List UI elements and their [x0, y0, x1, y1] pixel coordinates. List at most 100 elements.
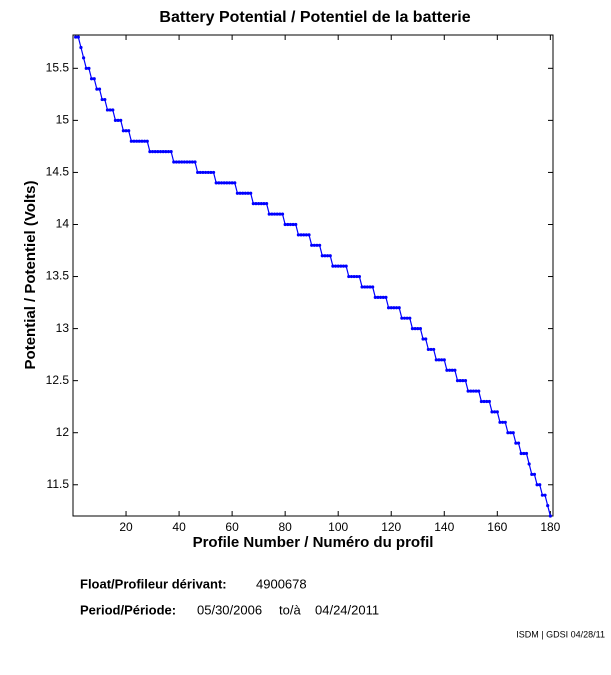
y-tick-label: 14: [56, 217, 70, 231]
data-point: [434, 358, 438, 362]
data-point: [233, 181, 237, 185]
data-point: [153, 150, 157, 154]
data-point: [453, 368, 457, 372]
data-point: [203, 170, 208, 175]
data-point: [262, 202, 266, 206]
data-point: [182, 160, 186, 164]
data-point: [384, 295, 388, 299]
y-tick-label: 11.5: [47, 477, 70, 491]
data-point: [161, 150, 165, 154]
data-point: [283, 222, 287, 227]
data-point: [241, 191, 245, 195]
data-point: [100, 97, 104, 102]
data-point: [450, 368, 454, 372]
data-point: [360, 285, 364, 289]
data-point: [235, 191, 240, 195]
data-point: [485, 399, 489, 404]
data-point: [217, 181, 221, 185]
data-point: [264, 202, 269, 206]
data-point: [413, 326, 417, 331]
data-point: [113, 118, 118, 122]
data-point: [249, 191, 253, 195]
data-point: [466, 389, 470, 393]
data-point: [272, 212, 277, 216]
data-point: [156, 150, 160, 154]
data-point: [522, 451, 526, 456]
data-point: [410, 326, 415, 331]
data-point: [402, 316, 407, 320]
x-tick-label: 100: [328, 520, 348, 534]
data-point: [214, 181, 218, 185]
data-point: [95, 87, 99, 91]
data-point: [87, 66, 91, 70]
data-point: [429, 347, 433, 352]
data-point: [193, 160, 197, 164]
data-point: [312, 243, 316, 247]
y-tick-label: 12.5: [46, 373, 70, 387]
data-point: [225, 181, 229, 185]
data-point: [516, 441, 521, 445]
data-point: [219, 181, 224, 185]
data-point: [201, 170, 205, 175]
data-point: [230, 181, 234, 185]
data-point: [76, 35, 80, 39]
data-point: [238, 191, 242, 195]
data-point: [246, 191, 250, 195]
data-point: [227, 181, 232, 185]
data-point: [174, 160, 179, 164]
data-point: [79, 45, 83, 50]
data-point: [477, 389, 481, 393]
data-point: [336, 264, 340, 268]
data-point: [286, 222, 290, 227]
data-point: [280, 212, 285, 216]
y-tick-label: 13: [56, 321, 70, 335]
data-point: [307, 233, 311, 237]
period-end: 04/24/2011: [315, 602, 379, 617]
plot-frame: [72, 34, 554, 517]
data-point: [389, 306, 393, 310]
data-point: [479, 399, 483, 404]
data-point: [145, 139, 149, 143]
chart-title: Battery Potential / Potentiel de la batt…: [159, 9, 470, 26]
data-point: [400, 316, 404, 320]
y-tick-label: 12: [56, 425, 70, 439]
data-point: [341, 264, 346, 268]
data-point: [506, 431, 510, 435]
data-point: [190, 160, 194, 164]
data-point: [437, 358, 441, 362]
data-point: [442, 358, 446, 362]
data-point: [251, 202, 255, 206]
data-point: [267, 212, 271, 216]
y-tick-label: 13.5: [46, 269, 70, 283]
data-point: [394, 306, 399, 310]
data-point: [347, 274, 351, 279]
data-point: [254, 202, 258, 206]
data-point: [172, 160, 176, 164]
data-point: [294, 222, 298, 227]
data-point: [296, 233, 301, 237]
data-point: [424, 337, 428, 341]
float-label: Float/Profileur dérivant:: [80, 576, 227, 591]
data-point: [519, 451, 523, 456]
data-point: [355, 274, 359, 279]
data-point: [548, 514, 552, 518]
data-point: [222, 181, 226, 185]
data-point: [243, 191, 247, 195]
y-tick-label: 15: [56, 113, 70, 127]
data-point: [463, 379, 468, 383]
data-point: [140, 139, 144, 143]
data-point: [185, 160, 189, 164]
y-tick-label: 15.5: [46, 60, 70, 74]
data-point: [166, 150, 171, 154]
data-point: [445, 368, 449, 372]
data-point: [392, 306, 396, 310]
data-point: [421, 337, 425, 341]
y-axis-label: Potential / Potentiel (Volts): [22, 181, 39, 370]
data-point: [143, 139, 147, 143]
data-point: [546, 503, 550, 508]
data-point: [498, 420, 502, 424]
data-point: [432, 347, 436, 352]
data-point: [508, 431, 513, 435]
data-point: [540, 493, 544, 497]
data-point: [501, 420, 505, 424]
